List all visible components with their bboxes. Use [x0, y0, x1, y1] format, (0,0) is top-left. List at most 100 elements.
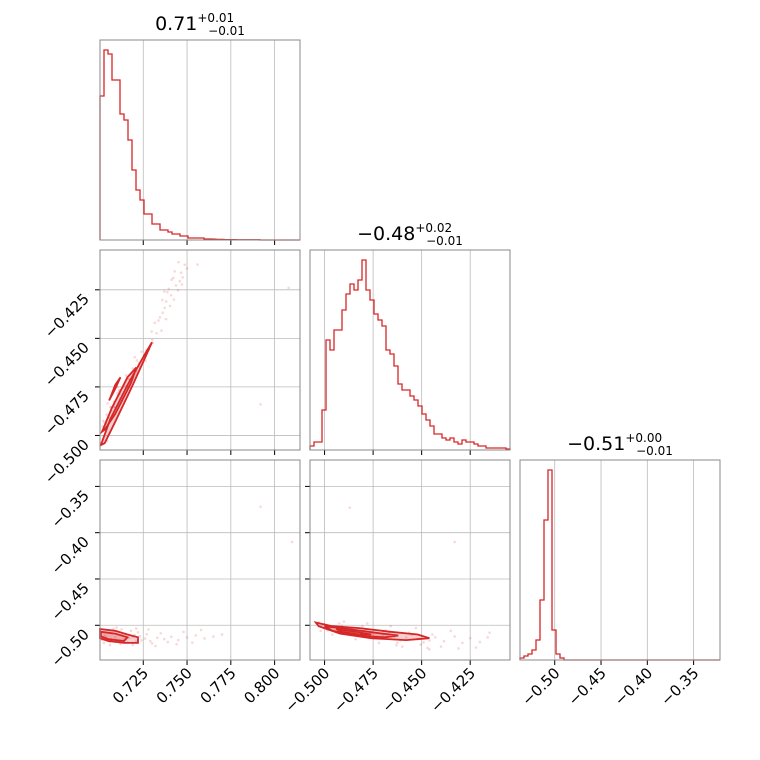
scatter-point	[155, 636, 159, 640]
scatter-point	[212, 635, 215, 638]
scatter-point	[158, 316, 162, 319]
scatter-point	[478, 640, 482, 644]
scatter-point	[395, 643, 398, 647]
panel-2-2: −0.50 −0.45 −0.40 −0.35	[518, 459, 721, 709]
scatter-point	[442, 639, 446, 643]
scatter-point	[400, 645, 404, 648]
scatter-point	[428, 639, 431, 642]
scatter-point	[194, 634, 198, 637]
scatter-point	[348, 506, 352, 509]
y-tick-label: −0.425	[41, 290, 93, 342]
x-tick-label: 0.800	[240, 664, 283, 707]
x-tick-label: −0.450	[378, 664, 430, 716]
panel-2-1: −0.500−0.475−0.450−0.425	[281, 459, 511, 716]
scatter-point	[176, 638, 180, 642]
scatter-point	[135, 359, 139, 362]
x-tick-label: 0.775	[197, 664, 240, 707]
scatter-point	[138, 634, 142, 638]
scatter-point	[166, 640, 170, 644]
scatter-point	[131, 643, 135, 647]
scatter-point	[178, 279, 182, 283]
scatter-point	[140, 638, 143, 642]
panel-0-0	[99, 39, 301, 245]
x-tick-label: −0.475	[330, 664, 382, 716]
x-tick-label: 0.750	[153, 664, 196, 707]
contour-level	[100, 630, 130, 642]
scatter-point	[169, 635, 173, 639]
scatter-point	[172, 298, 176, 301]
y-tick-label: −0.475	[41, 387, 93, 439]
scatter-point	[377, 641, 381, 645]
scatter-point	[163, 306, 167, 310]
x-tick-label: −0.40	[611, 664, 656, 709]
scatter-point	[361, 624, 364, 628]
contour-level	[335, 628, 372, 636]
contour-level	[108, 376, 122, 401]
scatter-point	[115, 626, 118, 629]
scatter-point	[220, 633, 224, 636]
scatter-point	[147, 628, 150, 631]
scatter-point	[120, 628, 123, 631]
scatter-point	[164, 300, 168, 303]
scatter-point	[106, 402, 109, 405]
scatter-point	[143, 637, 147, 640]
x-tick-label: −0.50	[518, 664, 563, 709]
panel-background	[310, 250, 510, 450]
y-tick-label: −0.35	[48, 486, 93, 531]
scatter-point	[337, 622, 341, 625]
panel-frame	[519, 459, 721, 661]
scatter-point	[203, 637, 206, 640]
scatter-point	[155, 332, 158, 335]
scatter-point	[419, 643, 422, 646]
scatter-point	[468, 636, 472, 640]
scatter-point	[180, 283, 184, 286]
scatter-point	[389, 624, 392, 628]
contour-level	[99, 366, 138, 435]
scatter-point	[396, 641, 399, 644]
scatter-point	[133, 355, 136, 359]
scatter-point	[105, 413, 108, 416]
scatter-point	[169, 293, 173, 297]
scatter-point	[259, 505, 262, 509]
x-tick-label: 0.725	[109, 664, 152, 707]
scatter-point	[426, 646, 429, 650]
scatter-point	[148, 639, 152, 643]
panel-frame	[99, 39, 301, 241]
panel-background	[520, 460, 720, 660]
scatter-point	[173, 270, 176, 273]
y-tick-label: −0.500	[41, 436, 93, 488]
scatter-point	[103, 634, 107, 637]
scatter-point	[136, 631, 140, 634]
scatter-point	[176, 288, 180, 292]
panel-frame	[309, 459, 511, 661]
scatter-point	[185, 267, 189, 270]
y-tick-label: −0.50	[48, 625, 93, 670]
scatter-point	[422, 641, 425, 644]
x-tick-label: −0.45	[565, 664, 610, 709]
title-param-2: −0.51+0.00 −0.01	[567, 431, 673, 458]
scatter-point	[439, 645, 443, 648]
scatter-point	[127, 636, 131, 640]
panel-1-0: −0.500−0.475−0.450−0.425	[41, 249, 301, 488]
scatter-point	[182, 630, 185, 634]
scatter-point	[354, 637, 357, 641]
scatter-point	[177, 260, 180, 264]
scatter-point	[190, 641, 194, 644]
y-tick-label: −0.450	[41, 338, 93, 390]
scatter-point	[171, 276, 175, 280]
scatter-point	[101, 419, 105, 423]
scatter-point	[153, 321, 157, 325]
scatter-point	[414, 626, 418, 630]
scatter-point	[131, 367, 135, 370]
scatter-point	[151, 338, 154, 342]
panel-2-0: 0.725 0.750 0.775 0.800 −0.50−0.45−0.40−0.35	[48, 459, 301, 707]
scatter-point	[290, 540, 294, 544]
scatter-point	[161, 298, 164, 302]
scatter-point	[428, 648, 431, 651]
panel-background	[100, 460, 300, 660]
scatter-point	[453, 540, 456, 544]
scatter-point	[183, 263, 187, 267]
scatter-point	[168, 304, 172, 308]
x-tick-label: −0.425	[427, 664, 479, 716]
